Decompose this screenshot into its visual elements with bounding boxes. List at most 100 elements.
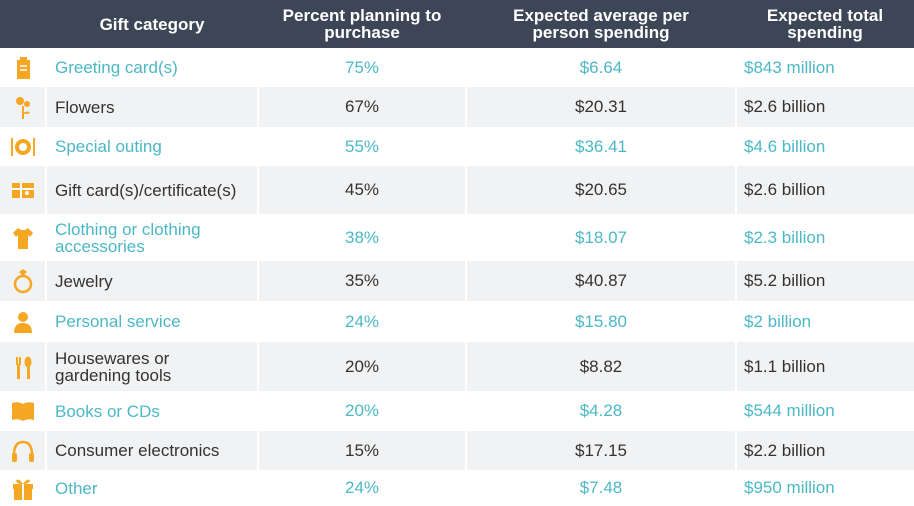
average-spending-cell: $20.65: [575, 180, 627, 199]
table-row: Housewares or gardening tools 20% $8.82 $1.…: [0, 342, 914, 391]
column-divider: [735, 431, 737, 470]
percent-cell: 20%: [344, 401, 380, 420]
average-spending-cell: $7.48: [579, 478, 623, 497]
average-spending-cell: $17.15: [575, 440, 627, 460]
table-row: Other 24% $7.48 $950 million: [0, 470, 914, 506]
column-divider: [735, 48, 737, 87]
header-total-spending: Expected total spending: [736, 0, 914, 48]
category-cell: Gift card(s)/certificate(s): [46, 166, 258, 214]
category-cell: Clothing or clothing accessories: [46, 214, 258, 261]
column-divider: [465, 214, 467, 261]
category-cell: Housewares or gardening tools: [46, 342, 258, 391]
category-label: Housewares or gardening tools: [55, 348, 172, 385]
percent-cell: 55%: [344, 136, 380, 156]
average-spending-cell: $6.64: [579, 57, 623, 77]
header-icon-column: [0, 0, 46, 48]
column-divider: [257, 214, 259, 261]
total-spending-cell: $2.6 billion: [744, 97, 826, 116]
category-cell: Flowers: [46, 87, 258, 127]
category-cell: Consumer electronics: [46, 431, 258, 470]
table-row: Special outing 55% $36.41 $4.6 billion: [0, 127, 914, 166]
column-divider: [735, 214, 737, 261]
gift-box-icon: [0, 470, 46, 506]
column-divider: [735, 301, 737, 342]
total-spending-cell: $1.1 billion: [744, 356, 826, 376]
category-label: Flowers: [55, 97, 115, 117]
total-spending-cell: $2.2 billion: [744, 440, 826, 460]
percent-cell: 20%: [344, 356, 380, 376]
column-divider: [45, 127, 47, 166]
percent-cell: 24%: [344, 311, 380, 331]
percent-cell: 75%: [344, 57, 380, 77]
category-cell: Jewelry: [46, 261, 258, 301]
table-row: Greeting card(s) 75% $6.64 $843 million: [0, 48, 914, 87]
column-divider: [45, 470, 47, 506]
average-spending-cell: $4.28: [579, 401, 623, 420]
column-divider: [735, 87, 737, 127]
header-gift-category: Gift category: [46, 0, 258, 48]
table-row: Books or CDs 20% $4.28 $544 million: [0, 391, 914, 431]
column-divider: [45, 342, 47, 391]
category-label: Personal service: [55, 312, 181, 331]
category-cell: Special outing: [46, 127, 258, 166]
percent-cell: 45%: [344, 180, 380, 199]
table-row: Flowers 67% $20.31 $2.6 billion: [0, 87, 914, 127]
average-spending-cell: $36.41: [575, 136, 627, 156]
column-divider: [45, 214, 47, 261]
column-divider: [257, 87, 259, 127]
category-label: Other: [55, 478, 98, 498]
greeting-card-icon: [0, 48, 46, 87]
category-cell: Greeting card(s): [46, 48, 258, 87]
flowers-icon: [0, 87, 46, 127]
percent-cell: 35%: [344, 271, 380, 290]
column-divider: [465, 87, 467, 127]
column-divider: [257, 166, 259, 214]
table-row: Personal service 24% $15.80 $2 billion: [0, 301, 914, 342]
column-divider: [45, 301, 47, 342]
column-divider: [257, 470, 259, 506]
gift-card-icon: [0, 166, 46, 214]
total-spending-cell: $2 billion: [744, 311, 812, 331]
garden-tools-icon: [0, 342, 46, 391]
column-divider: [735, 127, 737, 166]
person-icon: [0, 301, 46, 342]
book-icon: [0, 391, 46, 431]
category-label: Consumer electronics: [55, 441, 220, 460]
column-divider: [465, 48, 467, 87]
column-divider: [465, 261, 467, 301]
column-divider: [735, 342, 737, 391]
table-row: Jewelry 35% $40.87 $5.2 billion: [0, 261, 914, 301]
category-label: Special outing: [55, 137, 162, 156]
column-divider: [465, 391, 467, 431]
category-cell: Books or CDs: [46, 391, 258, 431]
percent-cell: 67%: [344, 97, 380, 116]
category-label: Greeting card(s): [55, 58, 178, 77]
column-divider: [465, 301, 467, 342]
percent-cell: 24%: [344, 478, 380, 497]
column-divider: [735, 470, 737, 506]
column-divider: [735, 261, 737, 301]
shirt-icon: [0, 214, 46, 261]
total-spending-cell: $843 million: [744, 57, 835, 77]
column-divider: [257, 127, 259, 166]
column-divider: [465, 431, 467, 470]
column-divider: [45, 48, 47, 87]
table-row: Clothing or clothing accessories 38% $18.0…: [0, 214, 914, 261]
column-divider: [735, 166, 737, 214]
column-divider: [45, 431, 47, 470]
header-percent-planning: Percent planning to purchase: [258, 0, 466, 48]
header-average-spending: Expected average per person spending: [466, 0, 736, 48]
column-divider: [735, 391, 737, 431]
total-spending-cell: $2.6 billion: [744, 180, 826, 199]
table-row: Consumer electronics 15% $17.15 $2.2 billio…: [0, 431, 914, 470]
plate-cutlery-icon: [0, 127, 46, 166]
column-divider: [257, 48, 259, 87]
column-divider: [257, 391, 259, 431]
column-divider: [465, 470, 467, 506]
percent-cell: 15%: [344, 440, 380, 460]
column-divider: [45, 261, 47, 301]
average-spending-cell: $40.87: [575, 271, 627, 290]
total-spending-cell: $544 million: [744, 401, 835, 420]
total-spending-cell: $5.2 billion: [744, 271, 826, 290]
